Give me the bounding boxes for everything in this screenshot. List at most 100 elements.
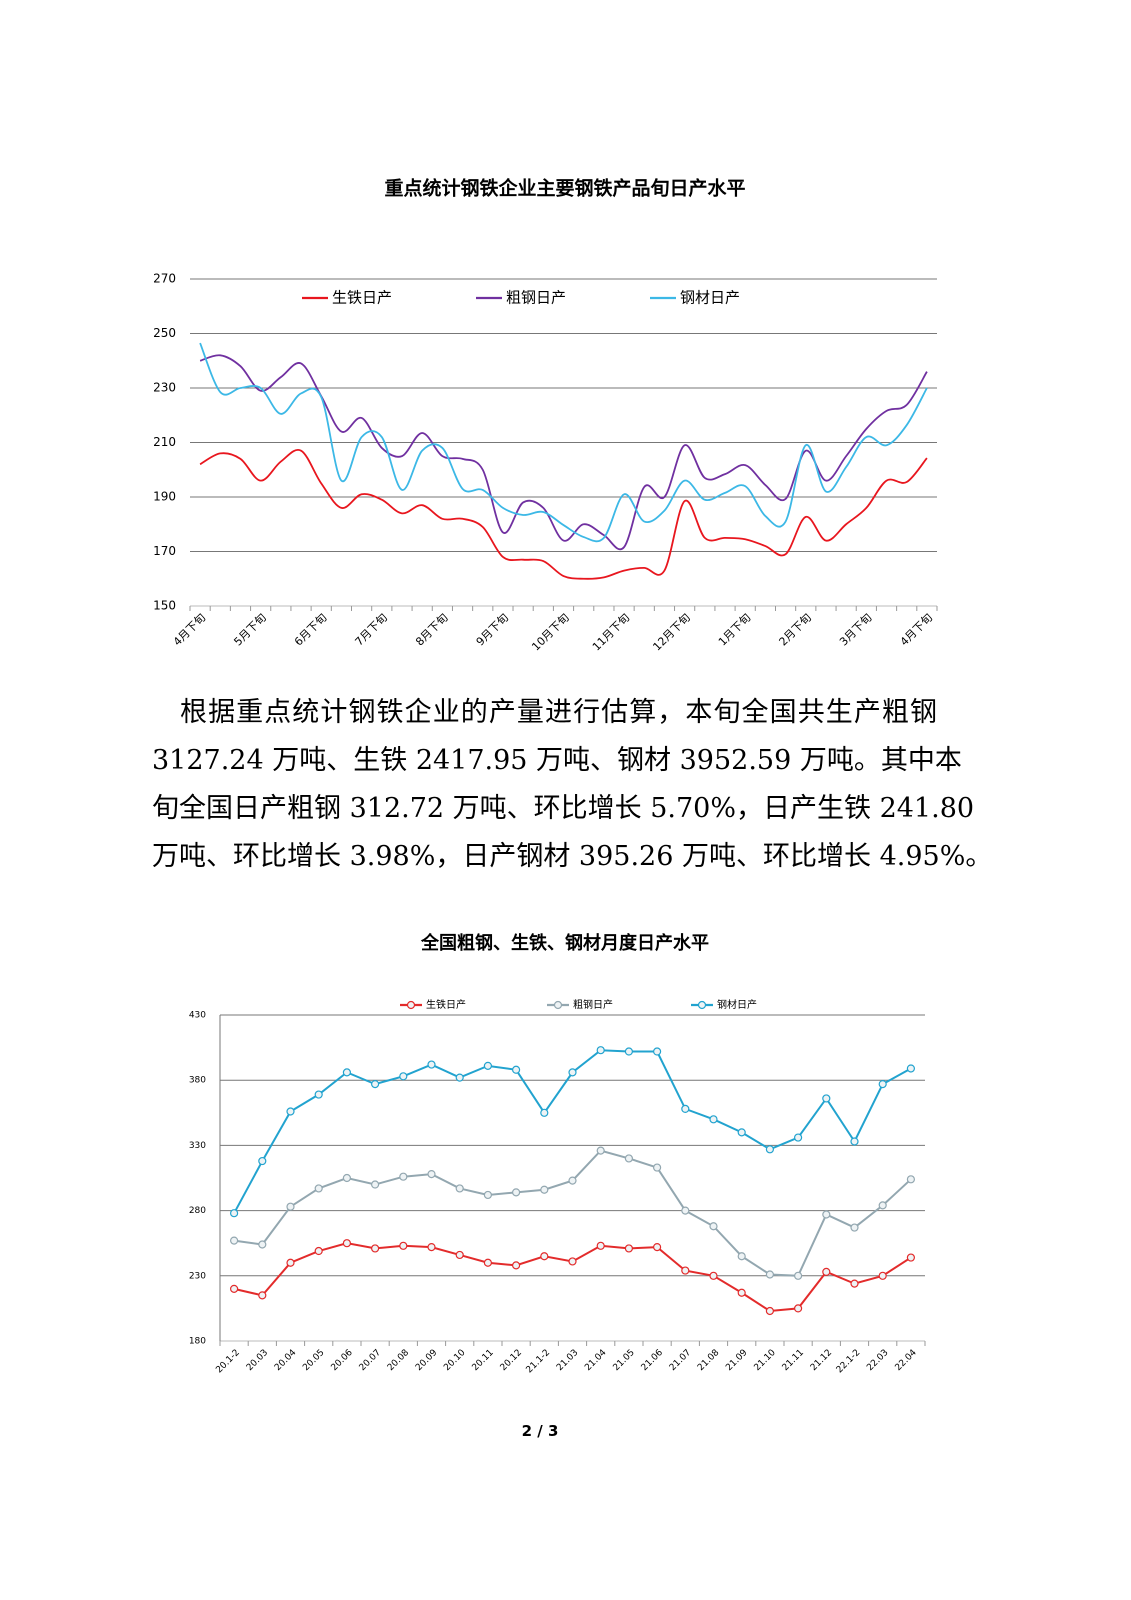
point-marker (765, 1306, 775, 1316)
x-tick-label: 6月下旬 (292, 611, 329, 648)
point-marker (427, 1243, 436, 1252)
point-marker (596, 1241, 605, 1250)
x-tick-label: 21.05 (611, 1348, 636, 1373)
point-marker (258, 1240, 267, 1249)
legend-marker (406, 1000, 416, 1010)
x-tick-label: 20.05 (301, 1348, 326, 1373)
y-tick-label: 430 (189, 1011, 206, 1021)
point-marker (652, 1243, 662, 1252)
point-marker (709, 1271, 718, 1280)
point-marker (906, 1175, 916, 1184)
point-marker (737, 1288, 746, 1297)
point-marker (822, 1210, 831, 1219)
point-marker (850, 1137, 859, 1146)
point-marker (399, 1172, 408, 1181)
point-marker (822, 1267, 831, 1276)
point-marker (230, 1236, 239, 1245)
point-marker (624, 1244, 634, 1253)
x-tick-label: 1月下旬 (716, 611, 753, 648)
point-marker (342, 1173, 351, 1183)
point-marker (822, 1094, 831, 1103)
legend-label: 粗钢日产 (506, 289, 566, 307)
point-marker (258, 1156, 267, 1166)
point-marker (878, 1080, 887, 1089)
x-tick-label: 20.12 (499, 1348, 524, 1373)
x-tick-label: 12月下旬 (650, 611, 692, 653)
y-tick-label: 230 (189, 1271, 206, 1281)
point-marker (483, 1258, 492, 1267)
paragraph-line: 根据重点统计钢铁企业的产量进行估算，本旬全国共生产粗钢 (180, 697, 937, 728)
series-line (233, 1149, 912, 1277)
y-tick-label: 150 (153, 599, 176, 613)
point-marker (793, 1304, 803, 1313)
x-tick-label: 4月下旬 (898, 611, 935, 648)
point-marker (314, 1184, 323, 1193)
point-marker (906, 1064, 916, 1073)
x-tick-label: 21.07 (668, 1348, 693, 1373)
paragraph-line: 3127.24 万吨、生铁 2417.95 万吨、钢材 3952.59 万吨。其… (152, 745, 962, 776)
x-tick-label: 8月下旬 (413, 611, 450, 648)
y-tick-label: 230 (153, 381, 176, 395)
point-marker (455, 1184, 464, 1193)
point-marker (652, 1047, 662, 1056)
x-tick-label: 22.03 (865, 1348, 890, 1373)
point-marker (596, 1146, 605, 1155)
x-tick-label: 5月下旬 (231, 611, 268, 648)
point-marker (371, 1180, 380, 1189)
x-tick-label: 21.12 (809, 1348, 834, 1373)
y-tick-label: 270 (153, 272, 176, 286)
point-marker (709, 1115, 718, 1124)
legend-label: 生铁日产 (332, 289, 392, 307)
y-tick-label: 210 (153, 435, 176, 449)
y-tick-label: 170 (153, 544, 176, 558)
point-marker (342, 1068, 351, 1077)
point-marker (371, 1244, 380, 1253)
point-marker (850, 1223, 859, 1232)
paragraph: 根据重点统计钢铁企业的产量进行估算，本旬全国共生产粗钢 3127.24 万吨、生… (152, 689, 993, 881)
x-tick-label: 9月下旬 (474, 611, 511, 648)
point-marker (850, 1279, 859, 1288)
point-marker (878, 1201, 887, 1210)
point-marker (709, 1222, 718, 1231)
point-marker (681, 1104, 690, 1113)
y-tick-label: 190 (153, 490, 176, 504)
x-tick-label: 21.10 (752, 1348, 777, 1373)
x-tick-label: 20.06 (329, 1348, 354, 1373)
x-tick-label: 10月下旬 (529, 611, 571, 653)
point-marker (399, 1072, 408, 1081)
point-marker (624, 1154, 634, 1163)
point-marker (286, 1107, 295, 1116)
legend-marker (553, 1000, 563, 1010)
point-marker (511, 1188, 521, 1197)
point-marker (230, 1209, 239, 1218)
legend-label: 生铁日产 (426, 998, 466, 1011)
point-marker (737, 1128, 746, 1137)
x-tick-label: 11月下旬 (590, 611, 632, 653)
series-line (199, 354, 928, 551)
point-marker (342, 1239, 351, 1248)
x-tick-label: 21.11 (781, 1348, 806, 1373)
x-tick-label: 21.03 (555, 1348, 580, 1373)
x-tick-label: 20.09 (414, 1348, 439, 1373)
legend-label: 粗钢日产 (573, 998, 613, 1011)
legend-marker (697, 1000, 707, 1010)
point-marker (230, 1284, 239, 1293)
x-tick-label: 20.1-2 (214, 1348, 242, 1376)
point-marker (652, 1163, 662, 1172)
point-marker (511, 1261, 521, 1270)
x-tick-label: 21.08 (696, 1348, 721, 1373)
point-marker (568, 1176, 577, 1185)
point-marker (483, 1061, 492, 1070)
paragraph-line: 万吨、环比增长 3.98%，日产钢材 395.26 万吨、环比增长 4.95%。 (152, 841, 993, 872)
paragraph-line: 旬全国日产粗钢 312.72 万吨、环比增长 5.70%，日产生铁 241.80 (152, 793, 975, 824)
x-tick-label: 4月下旬 (171, 611, 208, 648)
point-marker (314, 1246, 323, 1256)
x-tick-label: 20.08 (386, 1348, 411, 1373)
chart-title: 全国粗钢、生铁、钢材月度日产水平 (420, 932, 709, 954)
point-marker (427, 1060, 436, 1069)
point-marker (906, 1253, 916, 1262)
point-marker (596, 1046, 605, 1055)
point-marker (765, 1270, 775, 1279)
point-marker (258, 1291, 267, 1300)
